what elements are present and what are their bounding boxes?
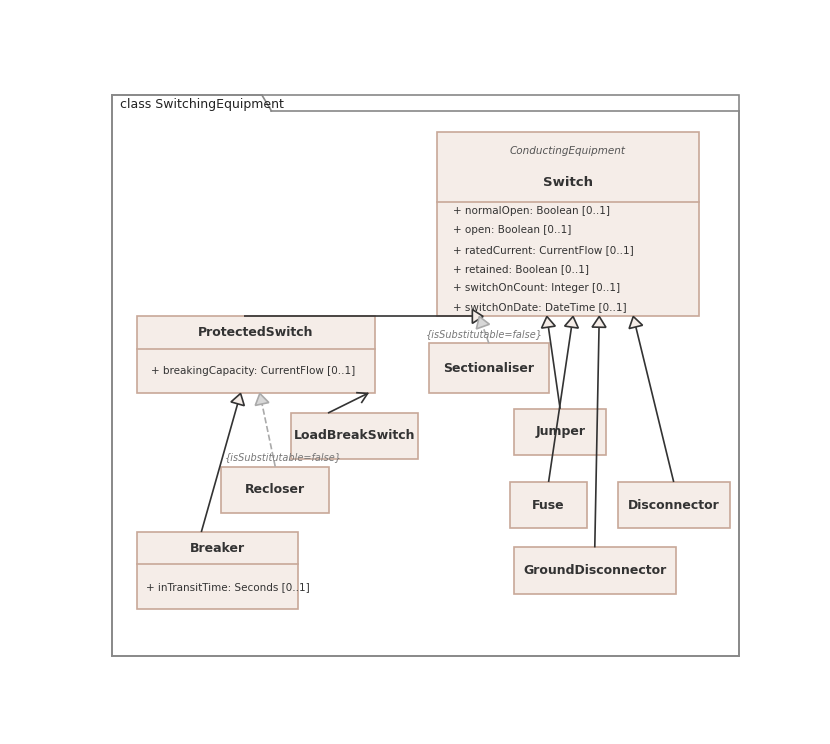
Bar <box>437 132 699 316</box>
Text: Disconnector: Disconnector <box>627 498 720 512</box>
Text: + normalOpen: Boolean [0..1]: + normalOpen: Boolean [0..1] <box>452 206 609 217</box>
Polygon shape <box>256 394 269 405</box>
Bar <box>137 532 298 609</box>
Text: ProtectedSwitch: ProtectedSwitch <box>198 326 314 339</box>
Bar <box>514 548 676 594</box>
Bar <box>290 413 417 459</box>
Text: Jumper: Jumper <box>535 426 585 438</box>
Bar <box>112 95 262 111</box>
Text: Sectionaliser: Sectionaliser <box>443 362 535 375</box>
Text: {isSubstitutable=false}: {isSubstitutable=false} <box>225 452 342 463</box>
Polygon shape <box>476 316 490 329</box>
Polygon shape <box>541 316 555 328</box>
Polygon shape <box>231 394 244 405</box>
Text: class SwitchingEquipment: class SwitchingEquipment <box>120 98 284 111</box>
Polygon shape <box>472 310 483 324</box>
Text: ConductingEquipment: ConductingEquipment <box>510 147 626 156</box>
Text: Switch: Switch <box>543 176 593 189</box>
Text: Fuse: Fuse <box>532 498 565 512</box>
Text: GroundDisconnector: GroundDisconnector <box>523 564 666 577</box>
Bar <box>222 466 330 513</box>
Text: Breaker: Breaker <box>190 542 245 555</box>
Bar <box>137 316 375 394</box>
Bar <box>618 482 730 528</box>
Text: + retained: Boolean [0..1]: + retained: Boolean [0..1] <box>452 263 588 274</box>
Polygon shape <box>629 316 642 329</box>
Bar <box>510 482 587 528</box>
Text: + switchOnCount: Integer [0..1]: + switchOnCount: Integer [0..1] <box>452 283 620 293</box>
Text: + switchOnDate: DateTime [0..1]: + switchOnDate: DateTime [0..1] <box>452 302 627 312</box>
Text: Recloser: Recloser <box>245 483 305 496</box>
Bar <box>429 344 549 394</box>
Text: + ratedCurrent: CurrentFlow [0..1]: + ratedCurrent: CurrentFlow [0..1] <box>452 245 633 254</box>
Text: {isSubstitutable=false}: {isSubstitutable=false} <box>426 329 542 339</box>
Text: + open: Boolean [0..1]: + open: Boolean [0..1] <box>452 225 571 236</box>
Polygon shape <box>564 316 579 328</box>
Text: LoadBreakSwitch: LoadBreakSwitch <box>293 429 415 442</box>
Text: + breakingCapacity: CurrentFlow [0..1]: + breakingCapacity: CurrentFlow [0..1] <box>151 366 355 376</box>
Bar <box>514 409 607 455</box>
Text: + inTransitTime: Seconds [0..1]: + inTransitTime: Seconds [0..1] <box>146 582 310 591</box>
Polygon shape <box>592 316 606 327</box>
